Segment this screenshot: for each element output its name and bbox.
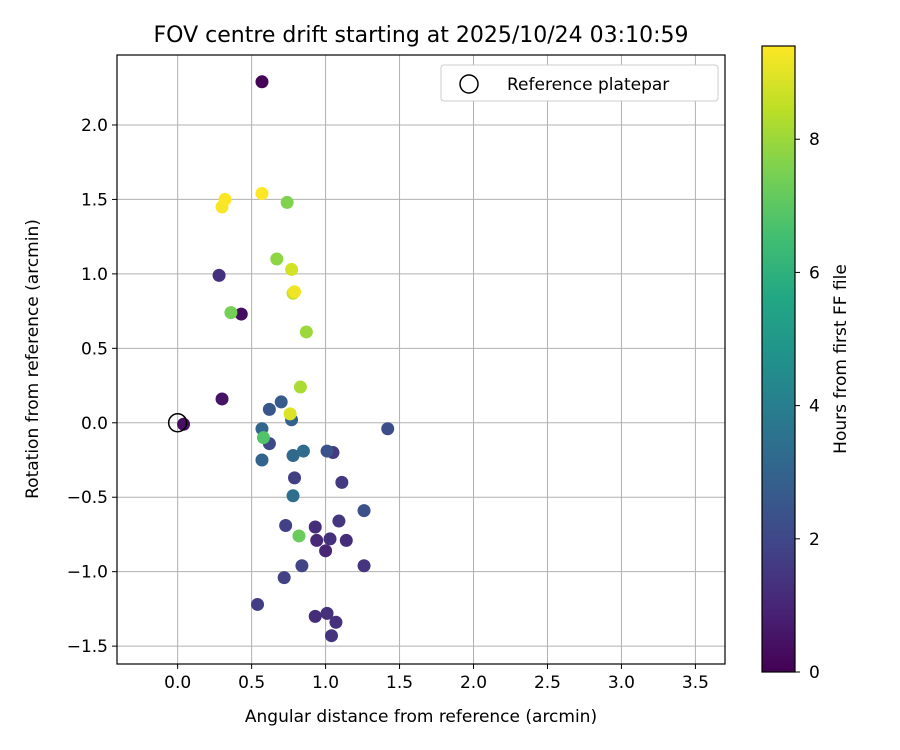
scatter-point — [255, 186, 269, 200]
scatter-points — [167, 75, 395, 643]
scatter-point — [234, 307, 248, 321]
x-tick-label: 0.0 — [164, 673, 191, 693]
y-tick-label: 1.5 — [81, 190, 108, 210]
scatter-point — [285, 262, 299, 276]
grid-lines — [117, 55, 725, 664]
x-axis-label: Angular distance from reference (arcmin) — [245, 707, 597, 727]
y-tick-label: 0.5 — [81, 339, 108, 359]
scatter-point — [299, 325, 313, 339]
x-tick-label: 1.0 — [312, 673, 339, 693]
scatter-point — [277, 571, 291, 585]
scatter-point — [335, 475, 349, 489]
colorbar-gradient — [761, 45, 796, 673]
x-tick-label: 2.0 — [460, 673, 487, 693]
scatter-point — [295, 559, 309, 573]
x-tick-label: 2.5 — [534, 673, 561, 693]
x-tick-label: 3.0 — [608, 673, 635, 693]
colorbar-tick-label: 4 — [809, 397, 820, 417]
scatter-point — [293, 380, 307, 394]
scatter-point — [286, 449, 300, 463]
scatter-point — [357, 559, 371, 573]
scatter-point — [262, 402, 276, 416]
scatter-point — [308, 520, 322, 534]
y-tick-label: −0.5 — [67, 488, 108, 508]
scatter-point — [308, 609, 322, 623]
y-axis: −1.5 −1.0 −0.5 0.0 0.5 1.0 1.5 2.0 — [67, 116, 117, 657]
scatter-point — [270, 252, 284, 266]
plot-area — [117, 55, 725, 664]
colorbar-tick-label: 6 — [809, 263, 820, 283]
colorbar-tick-label: 2 — [809, 530, 820, 550]
colorbar-tick-label: 0 — [809, 663, 820, 683]
plot-frame — [116, 54, 726, 665]
scatter-point — [283, 407, 297, 421]
scatter-point — [279, 519, 293, 533]
y-tick-label: 2.0 — [81, 116, 108, 136]
scatter-point — [325, 629, 339, 643]
scatter-point — [255, 453, 269, 467]
scatter-point — [288, 285, 302, 299]
x-tick-label: 0.5 — [238, 673, 265, 693]
x-tick-label: 3.5 — [682, 673, 709, 693]
legend-reference-marker — [459, 74, 479, 94]
scatter-point — [320, 606, 334, 620]
scatter-point — [319, 544, 333, 558]
scatter-point — [251, 597, 265, 611]
colorbar-tick-label: 8 — [809, 130, 820, 150]
colorbar-label: Hours from first FF file — [831, 264, 851, 454]
scatter-point — [381, 422, 395, 436]
colorbar-ticks: 0 2 4 6 8 — [795, 130, 820, 683]
scatter-point — [329, 615, 343, 629]
colorbar: 0 2 4 6 8 Hours from first FF file — [761, 45, 851, 683]
y-tick-label: −1.0 — [67, 563, 108, 583]
legend: Reference platepar — [440, 64, 719, 102]
scatter-point — [288, 471, 302, 485]
scatter-point — [339, 533, 353, 547]
x-axis: 0.0 0.5 1.0 1.5 2.0 2.5 3.0 3.5 — [164, 664, 709, 693]
scatter-point — [292, 529, 306, 543]
scatter-point — [357, 504, 371, 518]
legend-box — [440, 64, 719, 102]
scatter-point — [274, 395, 288, 409]
scatter-point — [280, 195, 294, 209]
chart-title: FOV centre drift starting at 2025/10/24 … — [154, 23, 689, 48]
scatter-point — [323, 532, 337, 546]
legend-label: Reference platepar — [507, 75, 669, 95]
scatter-point — [215, 392, 229, 406]
scatter-point — [218, 192, 232, 206]
scatter-point — [256, 431, 270, 445]
scatter-point — [320, 444, 334, 458]
y-axis-label: Rotation from reference (arcmin) — [23, 219, 43, 499]
scatter-point — [224, 306, 238, 320]
scatter-point — [212, 268, 226, 282]
y-tick-label: 0.0 — [81, 414, 108, 434]
scatter-point — [332, 514, 346, 528]
x-tick-label: 1.5 — [386, 673, 413, 693]
scatter-point — [310, 533, 324, 547]
y-tick-label: 1.0 — [81, 265, 108, 285]
scatter-point — [296, 444, 310, 458]
scatter-point — [255, 75, 269, 89]
reference-platepar-marker — [167, 413, 188, 433]
scatter-point — [286, 489, 300, 503]
y-tick-label: −1.5 — [67, 637, 108, 657]
